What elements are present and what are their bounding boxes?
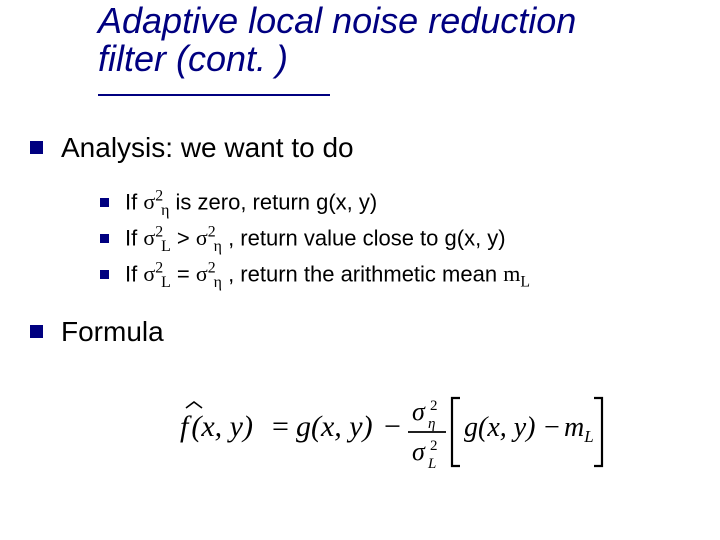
bullet-analysis: Analysis: we want to do — [30, 132, 354, 164]
title-underline — [98, 94, 330, 96]
svg-text:−: − — [544, 412, 560, 443]
title-line-2: filter (cont. ) — [98, 38, 288, 79]
svg-text:2: 2 — [430, 398, 438, 414]
title-line-1: Adaptive local noise reduction — [98, 0, 576, 41]
svg-text:=: = — [272, 410, 289, 443]
bullet-analysis-text: Analysis: we want to do — [61, 132, 354, 163]
bullet-formula-text: Formula — [61, 316, 164, 347]
svg-text:σ: σ — [412, 397, 426, 426]
svg-text:σ: σ — [412, 437, 426, 466]
formula-bracket-m: mL — [564, 412, 594, 446]
bullet-formula: Formula — [30, 316, 164, 348]
right-bracket-icon — [594, 398, 602, 466]
formula-rhs-g: g(x, y) — [296, 410, 373, 443]
square-bullet-icon — [100, 270, 109, 279]
square-bullet-icon — [30, 141, 43, 154]
bullet-case-greater: If σ2L > σ2η , return value close to g(x… — [100, 224, 506, 256]
svg-text:L: L — [427, 456, 436, 472]
case-zero-text: If σ2η is zero, return g(x, y) — [125, 189, 377, 214]
square-bullet-icon — [100, 234, 109, 243]
bullet-case-equal: If σ2L = σ2η , return the arithmetic mea… — [100, 260, 530, 292]
case-equal-text: If σ2L = σ2η , return the arithmetic mea… — [125, 261, 530, 286]
svg-text:−: − — [384, 410, 401, 443]
formula-svg: f(x, y) = g(x, y) − σ 2 η σ 2 L g(x, y) — [180, 390, 610, 480]
svg-text:2: 2 — [430, 438, 438, 454]
square-bullet-icon — [100, 198, 109, 207]
case-greater-text: If σ2L > σ2η , return value close to g(x… — [125, 225, 506, 250]
bullet-case-zero: If σ2η is zero, return g(x, y) — [100, 188, 377, 220]
formula: f(x, y) = g(x, y) − σ 2 η σ 2 L g(x, y) — [180, 390, 600, 485]
formula-lhs: f(x, y) — [180, 410, 253, 443]
formula-bracket-g: g(x, y) — [464, 412, 536, 443]
square-bullet-icon — [30, 325, 43, 338]
left-bracket-icon — [452, 398, 460, 466]
svg-text:η: η — [428, 416, 435, 432]
formula-fraction: σ 2 η σ 2 L — [408, 397, 446, 472]
slide: Adaptive local noise reduction filter (c… — [0, 0, 720, 540]
slide-title: Adaptive local noise reduction filter (c… — [98, 2, 658, 78]
